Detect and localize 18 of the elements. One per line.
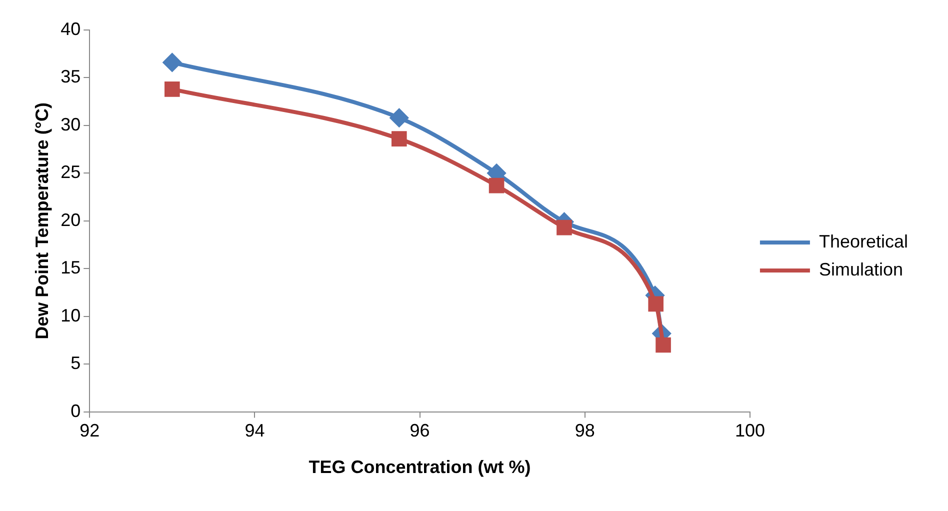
x-tick-label: 94 [244,420,265,441]
y-tick-label: 30 [60,114,81,134]
y-tick-label: 5 [70,353,81,374]
y-tick-label: 15 [60,258,81,278]
y-tick-label: 10 [60,305,81,326]
x-tick-label: 96 [410,420,430,441]
y-tick-label: 40 [60,18,81,39]
y-tick-label: 20 [60,210,81,230]
y-tick-label: 35 [60,66,81,87]
y-tick-label: 0 [70,400,81,421]
y-axis-title: Dew Point Temperature (°C) [32,102,52,340]
legend-label: Theoretical [818,231,908,252]
legend-label: Simulation [818,259,904,280]
x-tick-label: 100 [734,420,765,441]
x-tick-label: 98 [574,420,595,441]
y-tick-label: 25 [60,162,81,182]
x-axis-title: TEG Concentration (wt %) [308,457,531,478]
x-tick-label: 92 [80,420,100,441]
